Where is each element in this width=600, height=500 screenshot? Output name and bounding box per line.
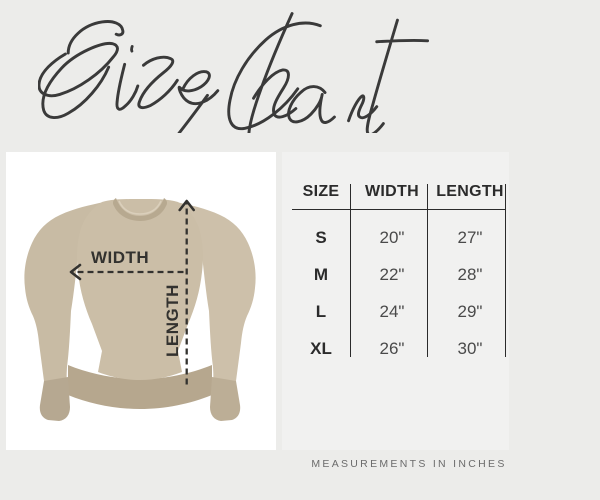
svg-text:LENGTH: LENGTH [163,284,182,357]
svg-text:WIDTH: WIDTH [91,248,149,267]
